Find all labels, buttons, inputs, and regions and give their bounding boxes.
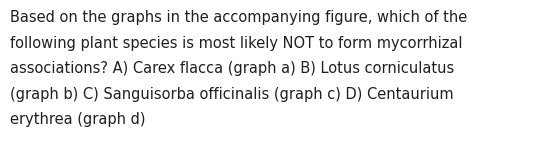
Text: Based on the graphs in the accompanying figure, which of the: Based on the graphs in the accompanying … — [10, 10, 467, 25]
Text: erythrea (graph d): erythrea (graph d) — [10, 112, 146, 127]
Text: associations? A) Carex flacca (graph a) B) Lotus corniculatus: associations? A) Carex flacca (graph a) … — [10, 61, 454, 76]
Text: (graph b) C) Sanguisorba officinalis (graph c) D) Centaurium: (graph b) C) Sanguisorba officinalis (gr… — [10, 87, 454, 102]
Text: following plant species is most likely NOT to form mycorrhizal: following plant species is most likely N… — [10, 36, 463, 51]
